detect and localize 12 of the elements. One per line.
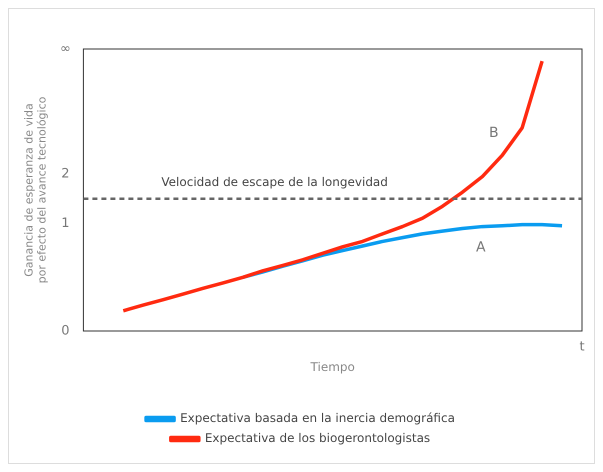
text: ∞: [60, 41, 71, 56]
y-axis-title: Ganancia de esperanza de vida por efecto del avance tecnológico: [22, 96, 49, 284]
text: 2: [61, 166, 70, 182]
x-axis-title: Tiempo: [310, 360, 355, 374]
legend-label: Expectativa de los biogerontologistas: [204, 431, 430, 446]
text: 1: [61, 216, 70, 232]
annotation: A: [476, 239, 486, 256]
ref-line-label: Velocidad de escape de la longevidad: [161, 174, 388, 189]
text: 0: [61, 323, 70, 338]
legend-label: Expectativa basada en la inercia demográfica: [180, 411, 455, 426]
text: t: [579, 339, 585, 354]
annotation: B: [488, 125, 499, 142]
